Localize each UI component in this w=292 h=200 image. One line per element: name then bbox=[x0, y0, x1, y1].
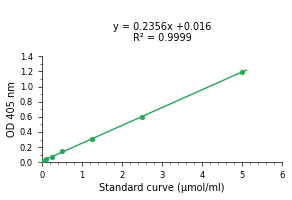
Point bbox=[40, 159, 44, 163]
X-axis label: Standard curve (µmol/ml): Standard curve (µmol/ml) bbox=[100, 183, 225, 193]
Point bbox=[240, 70, 245, 74]
Point bbox=[60, 150, 64, 153]
Y-axis label: OD 405 nm: OD 405 nm bbox=[7, 81, 17, 137]
Point bbox=[44, 158, 48, 161]
Text: y = 0.2356x +0.016: y = 0.2356x +0.016 bbox=[113, 22, 211, 32]
Text: R² = 0.9999: R² = 0.9999 bbox=[133, 33, 192, 43]
Point bbox=[90, 137, 94, 140]
Point bbox=[50, 155, 54, 158]
Point bbox=[140, 115, 145, 118]
